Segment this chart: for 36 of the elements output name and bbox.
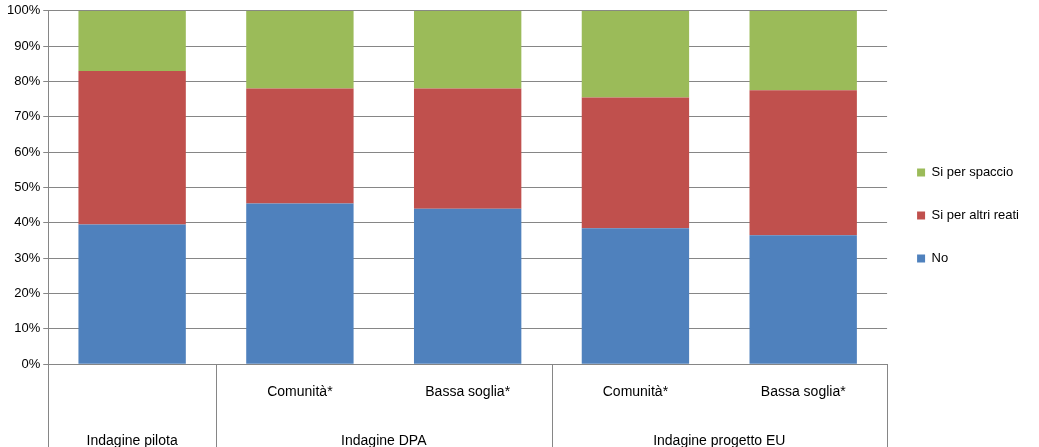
y-tick-label: 0%	[21, 355, 41, 371]
x-tick-label: Bassa soglia*	[760, 383, 847, 400]
bar	[246, 10, 354, 89]
bar	[78, 70, 186, 225]
text: Indagine progetto EU	[653, 432, 786, 447]
x-tick-label: Comunità*	[602, 383, 669, 400]
bar	[581, 97, 690, 229]
y-tick-label: 20%	[14, 285, 41, 301]
bar	[749, 235, 857, 364]
legend-label: No	[931, 250, 949, 266]
legend-label: Si per altri reati	[931, 207, 1020, 223]
bar	[78, 10, 186, 71]
x-tick-label: Comunità*	[267, 383, 334, 400]
bar	[246, 88, 354, 204]
y-tick-label: 80%	[14, 73, 41, 89]
y-tick-label: 90%	[14, 37, 41, 53]
bar	[413, 10, 522, 89]
y-tick-label: 70%	[14, 108, 41, 124]
text: Indagine DPA	[341, 432, 428, 447]
bar	[413, 88, 522, 209]
legend-label: Si per spaccio	[931, 164, 1014, 180]
y-tick-label: 30%	[14, 249, 41, 265]
bar	[78, 224, 186, 364]
y-tick-label: 40%	[14, 214, 41, 230]
y-tick-label: 50%	[14, 179, 41, 195]
bar	[581, 10, 690, 98]
bar	[749, 90, 857, 236]
y-tick-label: 60%	[14, 143, 41, 159]
y-tick-label: 10%	[14, 320, 41, 336]
bar	[581, 228, 690, 364]
x-tick-label: Bassa soglia*	[425, 383, 511, 400]
y-tick-label: 100%	[7, 2, 41, 18]
text: Indagine pilota	[86, 432, 178, 447]
bar	[749, 10, 857, 91]
bar	[246, 203, 354, 364]
bar	[413, 208, 522, 364]
